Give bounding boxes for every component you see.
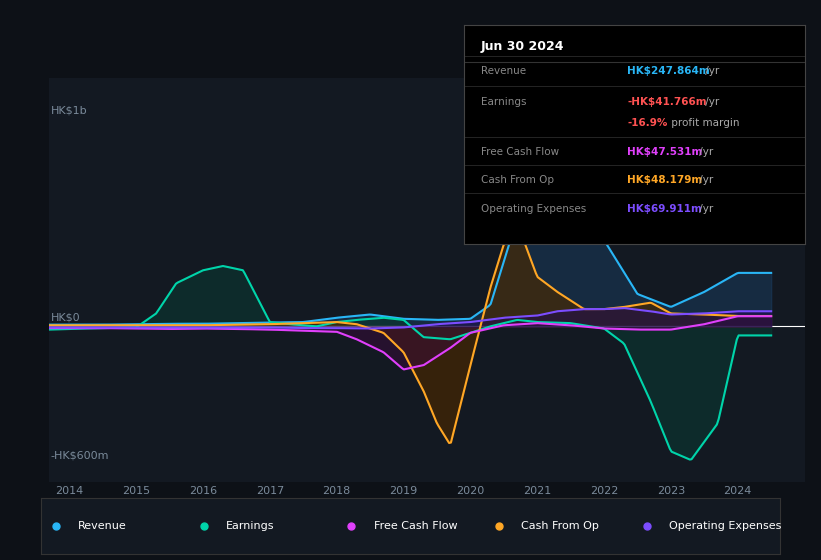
Text: Cash From Op: Cash From Op	[521, 521, 599, 531]
Text: -HK$41.766m: -HK$41.766m	[627, 97, 707, 106]
Text: HK$47.531m: HK$47.531m	[627, 147, 703, 157]
Text: /yr: /yr	[695, 175, 713, 185]
Text: HK$1b: HK$1b	[51, 106, 87, 116]
Text: profit margin: profit margin	[668, 119, 740, 128]
Text: HK$69.911m: HK$69.911m	[627, 204, 702, 214]
Text: Jun 30 2024: Jun 30 2024	[481, 40, 564, 54]
Text: HK$48.179m: HK$48.179m	[627, 175, 703, 185]
Text: Earnings: Earnings	[226, 521, 274, 531]
Text: -16.9%: -16.9%	[627, 119, 667, 128]
Text: Revenue: Revenue	[78, 521, 126, 531]
Text: Revenue: Revenue	[481, 66, 526, 76]
Text: Cash From Op: Cash From Op	[481, 175, 554, 185]
Text: /yr: /yr	[695, 147, 713, 157]
Text: HK$0: HK$0	[51, 312, 80, 323]
Text: HK$247.864m: HK$247.864m	[627, 66, 710, 76]
Text: Operating Expenses: Operating Expenses	[669, 521, 782, 531]
Text: Free Cash Flow: Free Cash Flow	[481, 147, 559, 157]
Text: Operating Expenses: Operating Expenses	[481, 204, 586, 214]
Text: Free Cash Flow: Free Cash Flow	[374, 521, 457, 531]
Text: /yr: /yr	[695, 204, 713, 214]
Text: /yr: /yr	[702, 66, 720, 76]
Text: -HK$600m: -HK$600m	[51, 451, 109, 461]
Text: /yr: /yr	[702, 97, 720, 106]
Text: Earnings: Earnings	[481, 97, 526, 106]
